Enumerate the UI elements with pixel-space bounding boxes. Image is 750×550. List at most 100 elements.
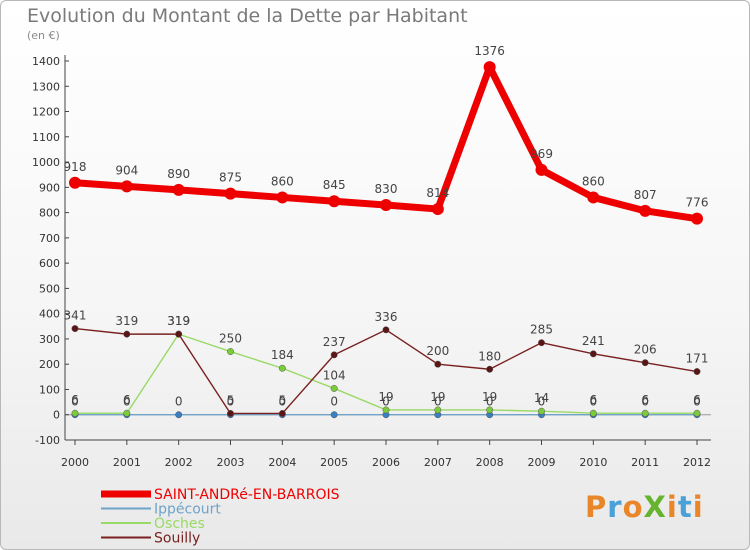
data-label: 19 xyxy=(430,390,445,404)
data-label: 341 xyxy=(64,309,87,323)
data-label: 776 xyxy=(686,196,709,210)
x-tick-label: 2005 xyxy=(320,456,348,469)
data-label: 0 xyxy=(71,395,79,409)
data-label: 0 xyxy=(590,395,598,409)
data-point xyxy=(69,176,81,189)
x-tick-label: 2012 xyxy=(683,456,711,469)
x-tick-label: 2006 xyxy=(372,456,400,469)
y-tick-label: 1000 xyxy=(32,156,60,169)
data-label: 250 xyxy=(219,332,242,346)
legend-label: SAINT-ANDRé-EN-BARROIS xyxy=(154,487,340,503)
data-point xyxy=(431,203,444,216)
data-label: 336 xyxy=(375,310,398,324)
data-point xyxy=(538,407,545,415)
data-label: 904 xyxy=(115,163,138,177)
proxiti-logo: ProXiti xyxy=(585,490,704,524)
data-label: 319 xyxy=(115,314,138,328)
y-tick-label: -100 xyxy=(35,434,60,447)
x-tick-label: 2009 xyxy=(528,456,556,469)
data-point xyxy=(641,359,649,367)
logo-letter: o xyxy=(622,490,644,524)
data-label: 1376 xyxy=(474,44,505,58)
y-tick-label: 0 xyxy=(53,409,60,422)
data-label: 860 xyxy=(582,174,605,188)
data-label: 814 xyxy=(426,186,449,200)
data-label: 0 xyxy=(538,395,546,409)
x-tick-label: 2000 xyxy=(61,456,89,469)
legend-label: Ippécourt xyxy=(154,502,221,518)
y-tick-label: 500 xyxy=(39,282,60,295)
logo-letter: i xyxy=(666,490,678,524)
logo-letter: P xyxy=(585,490,608,524)
x-tick-label: 2010 xyxy=(579,456,607,469)
y-tick-label: 1300 xyxy=(32,80,60,93)
data-point xyxy=(380,199,392,212)
data-point xyxy=(175,330,183,338)
data-label: 890 xyxy=(167,167,190,181)
data-label: 860 xyxy=(271,174,294,188)
data-point xyxy=(691,212,703,225)
y-tick-label: 900 xyxy=(39,181,60,194)
data-point xyxy=(172,183,185,196)
data-label: 104 xyxy=(323,368,346,382)
data-point xyxy=(538,339,545,347)
data-point xyxy=(382,406,390,414)
data-point xyxy=(486,365,494,373)
data-label: 6 xyxy=(641,393,649,407)
data-label: 5 xyxy=(279,393,287,407)
y-tick-label: 200 xyxy=(39,358,60,371)
data-label: 807 xyxy=(634,188,657,202)
y-tick-label: 100 xyxy=(39,383,60,396)
data-point xyxy=(535,163,548,176)
data-label: 319 xyxy=(167,314,190,328)
data-point xyxy=(693,368,701,375)
data-point xyxy=(71,325,79,333)
data-label: 237 xyxy=(323,335,346,349)
data-label: 6 xyxy=(71,393,79,407)
data-label: 0 xyxy=(486,395,494,409)
data-label: 0 xyxy=(434,395,442,409)
data-point xyxy=(641,409,649,417)
data-point xyxy=(71,409,79,417)
x-tick-label: 2008 xyxy=(476,456,504,469)
data-label: 19 xyxy=(378,390,393,404)
data-point xyxy=(278,410,286,417)
data-label: 200 xyxy=(426,344,449,358)
data-label: 6 xyxy=(590,393,598,407)
y-tick-label: 600 xyxy=(39,257,60,270)
data-label: 0 xyxy=(123,395,131,409)
data-label: 0 xyxy=(175,395,183,409)
x-tick-label: 2001 xyxy=(113,456,141,469)
data-point xyxy=(120,180,133,193)
data-point xyxy=(486,406,494,414)
data-label: 918 xyxy=(64,160,87,174)
data-point xyxy=(278,364,286,372)
data-point xyxy=(330,385,338,392)
data-label: 875 xyxy=(219,171,242,185)
data-point xyxy=(382,326,390,334)
data-label: 184 xyxy=(271,348,294,362)
data-label: 0 xyxy=(330,395,338,409)
data-point xyxy=(224,187,237,200)
data-label: 285 xyxy=(530,323,553,337)
data-point xyxy=(123,330,131,338)
chart-subtitle: (en €) xyxy=(27,29,60,42)
y-tick-label: 1100 xyxy=(32,131,60,144)
data-label: 969 xyxy=(530,147,553,161)
legend-label: Osches xyxy=(154,516,205,532)
x-tick-label: 2004 xyxy=(268,456,296,469)
data-point xyxy=(693,409,701,417)
data-point xyxy=(483,61,496,74)
data-label: 241 xyxy=(582,334,605,348)
x-tick-label: 2002 xyxy=(165,456,193,469)
data-point xyxy=(227,410,234,417)
data-point xyxy=(587,191,600,204)
data-point xyxy=(276,191,289,204)
data-point xyxy=(434,406,442,414)
y-tick-label: 700 xyxy=(39,232,60,245)
data-point xyxy=(330,351,338,359)
x-tick-label: 2007 xyxy=(424,456,452,469)
logo-letter: t xyxy=(677,490,693,524)
data-point xyxy=(123,409,131,417)
data-label: 19 xyxy=(482,390,497,404)
